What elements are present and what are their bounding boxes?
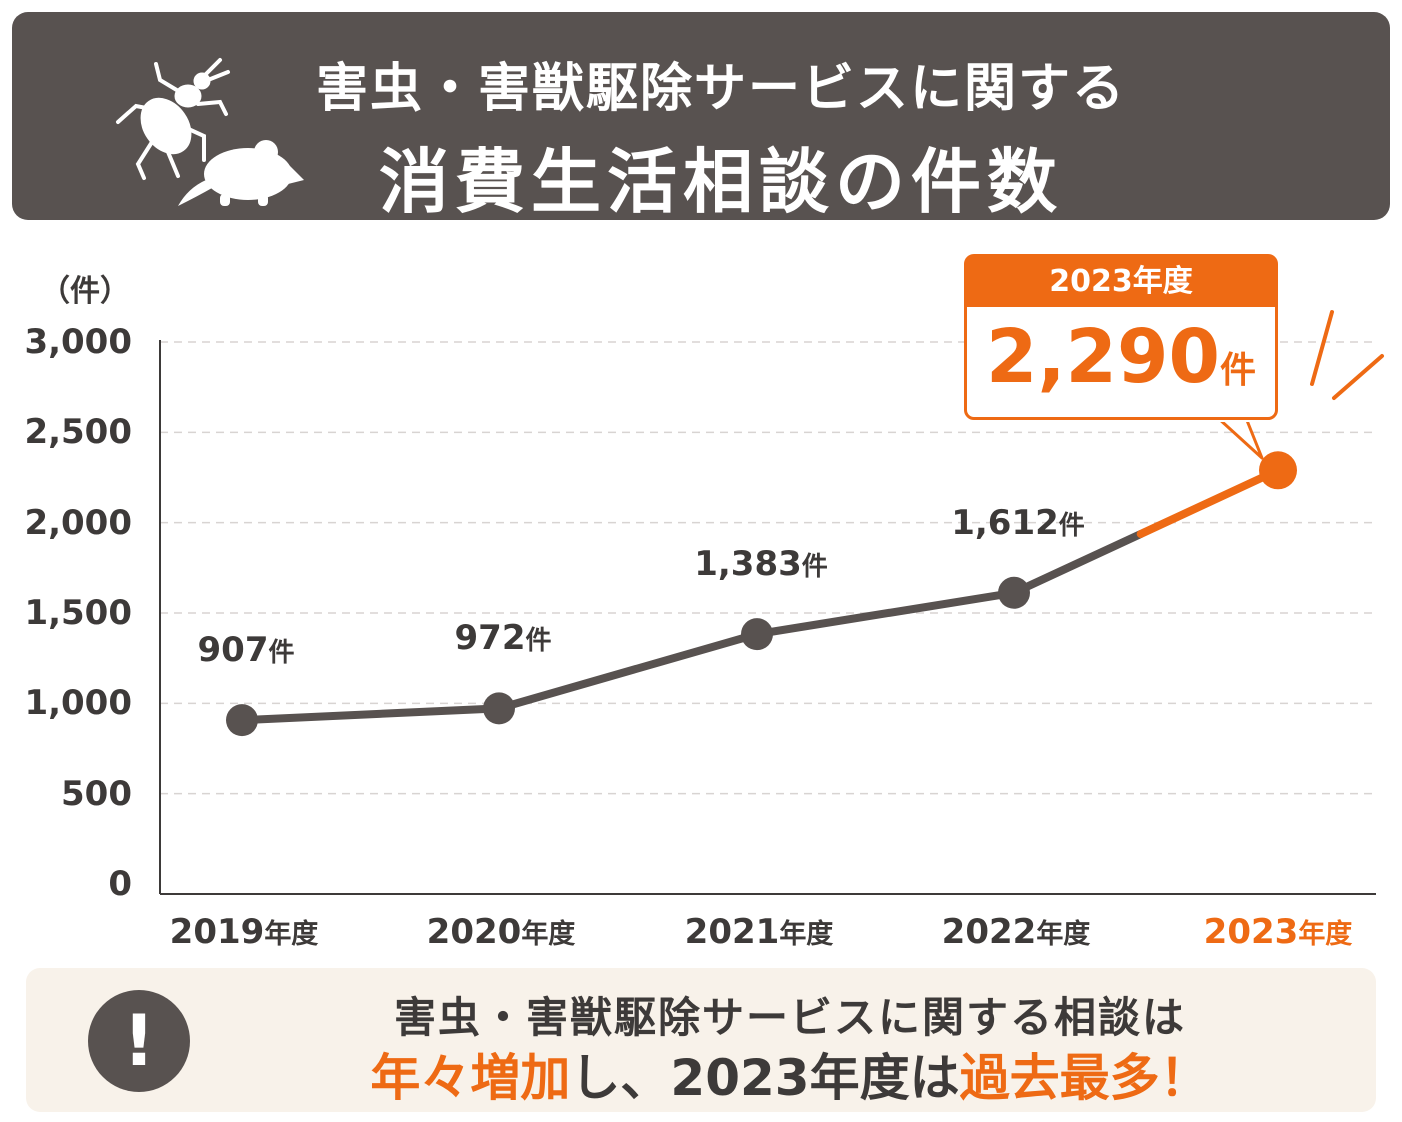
summary-middle-text: し、2023年度は: [570, 1049, 960, 1107]
series-line-segment: [238, 704, 503, 725]
x-tick-suffix: 年度: [264, 919, 319, 950]
data-label-suffix: 件: [268, 638, 295, 669]
data-point: [226, 704, 258, 737]
y-tick-label: 2,000: [24, 502, 132, 543]
data-label-suffix: 件: [801, 552, 828, 583]
exclamation-icon: !: [88, 990, 190, 1092]
data-label-value: 1,383: [694, 544, 802, 585]
callout-label: 2023年度: [967, 257, 1275, 307]
x-tick-suffix: 年度: [1298, 919, 1353, 950]
callout-suffix: 件: [1220, 350, 1257, 391]
x-tick-suffix: 年度: [521, 919, 576, 950]
data-point: [741, 618, 773, 651]
x-tick-label: 2020年度: [391, 912, 611, 952]
data-label-value: 1,612: [951, 502, 1059, 543]
highlight-callout: 2023年度 2,290件: [964, 254, 1278, 420]
emphasis-mark: [1332, 354, 1384, 400]
series-line-segment: [753, 588, 1018, 639]
data-label: 1,383件: [661, 544, 861, 584]
y-tick-label: 2,500: [24, 412, 132, 453]
data-label: 907件: [146, 630, 346, 670]
data-label: 972件: [403, 618, 603, 658]
y-axis-unit-label: （件）: [40, 274, 130, 309]
x-tick-year: 2022: [941, 912, 1037, 952]
data-point: [483, 692, 515, 725]
y-tick-label: 0: [108, 864, 132, 904]
summary-line2: 年々増加し、2023年度は過去最多！: [210, 1038, 1370, 1110]
y-tick-label: 1,500: [24, 593, 132, 633]
data-label-value: 972: [454, 618, 526, 659]
callout-value: 2,290件: [967, 307, 1275, 421]
grid-lines: [160, 341, 1376, 795]
x-tick-year: 2020: [426, 912, 522, 952]
callout-pointer: [1216, 416, 1264, 460]
callout-number: 2,290: [985, 314, 1221, 400]
header-title-line1: 害虫・害獣駆除サービスに関する: [315, 59, 1126, 119]
x-tick-year: 2021: [684, 912, 780, 952]
y-tick-label: 500: [61, 773, 132, 814]
y-tick-label: 1,000: [24, 683, 132, 724]
data-point: [1259, 451, 1297, 490]
data-point: [998, 576, 1030, 609]
series-line-segment: [1136, 466, 1282, 538]
summary-emphasis-record: 過去最多！: [959, 1049, 1210, 1107]
x-tick-label: 2021年度: [649, 912, 869, 952]
x-tick-suffix: 年度: [1036, 919, 1091, 950]
x-tick-label: 2023年度: [1168, 912, 1388, 952]
x-tick-year: 2019: [169, 912, 265, 952]
summary-panel: [26, 968, 1376, 1112]
series-line-segment: [495, 630, 761, 713]
x-tick-year: 2023: [1203, 912, 1299, 952]
x-tick-label: 2019年度: [134, 912, 354, 952]
data-label-value: 907: [197, 630, 269, 671]
x-tick-label: 2022年度: [906, 912, 1126, 952]
data-label-suffix: 件: [1058, 510, 1085, 541]
data-label-suffix: 件: [525, 626, 552, 657]
x-tick-suffix: 年度: [779, 919, 834, 950]
summary-emphasis-increase: 年々増加: [370, 1049, 571, 1107]
header-title-line2: 消費生活相談の件数: [379, 141, 1063, 223]
series-segments: [238, 466, 1282, 725]
emphasis-mark: [1310, 310, 1334, 386]
y-tick-label: 3,000: [24, 322, 132, 362]
header-banner: 害虫・害獣駆除サービスに関する 消費生活相談の件数: [12, 12, 1390, 223]
data-label: 1,612件: [918, 503, 1118, 543]
insect-and-mouse-icon: [116, 58, 304, 206]
series-line-segment: [1010, 529, 1145, 597]
summary-line1: 害虫・害獣駆除サービスに関する相談は: [393, 993, 1186, 1042]
series-points: [226, 451, 1297, 737]
